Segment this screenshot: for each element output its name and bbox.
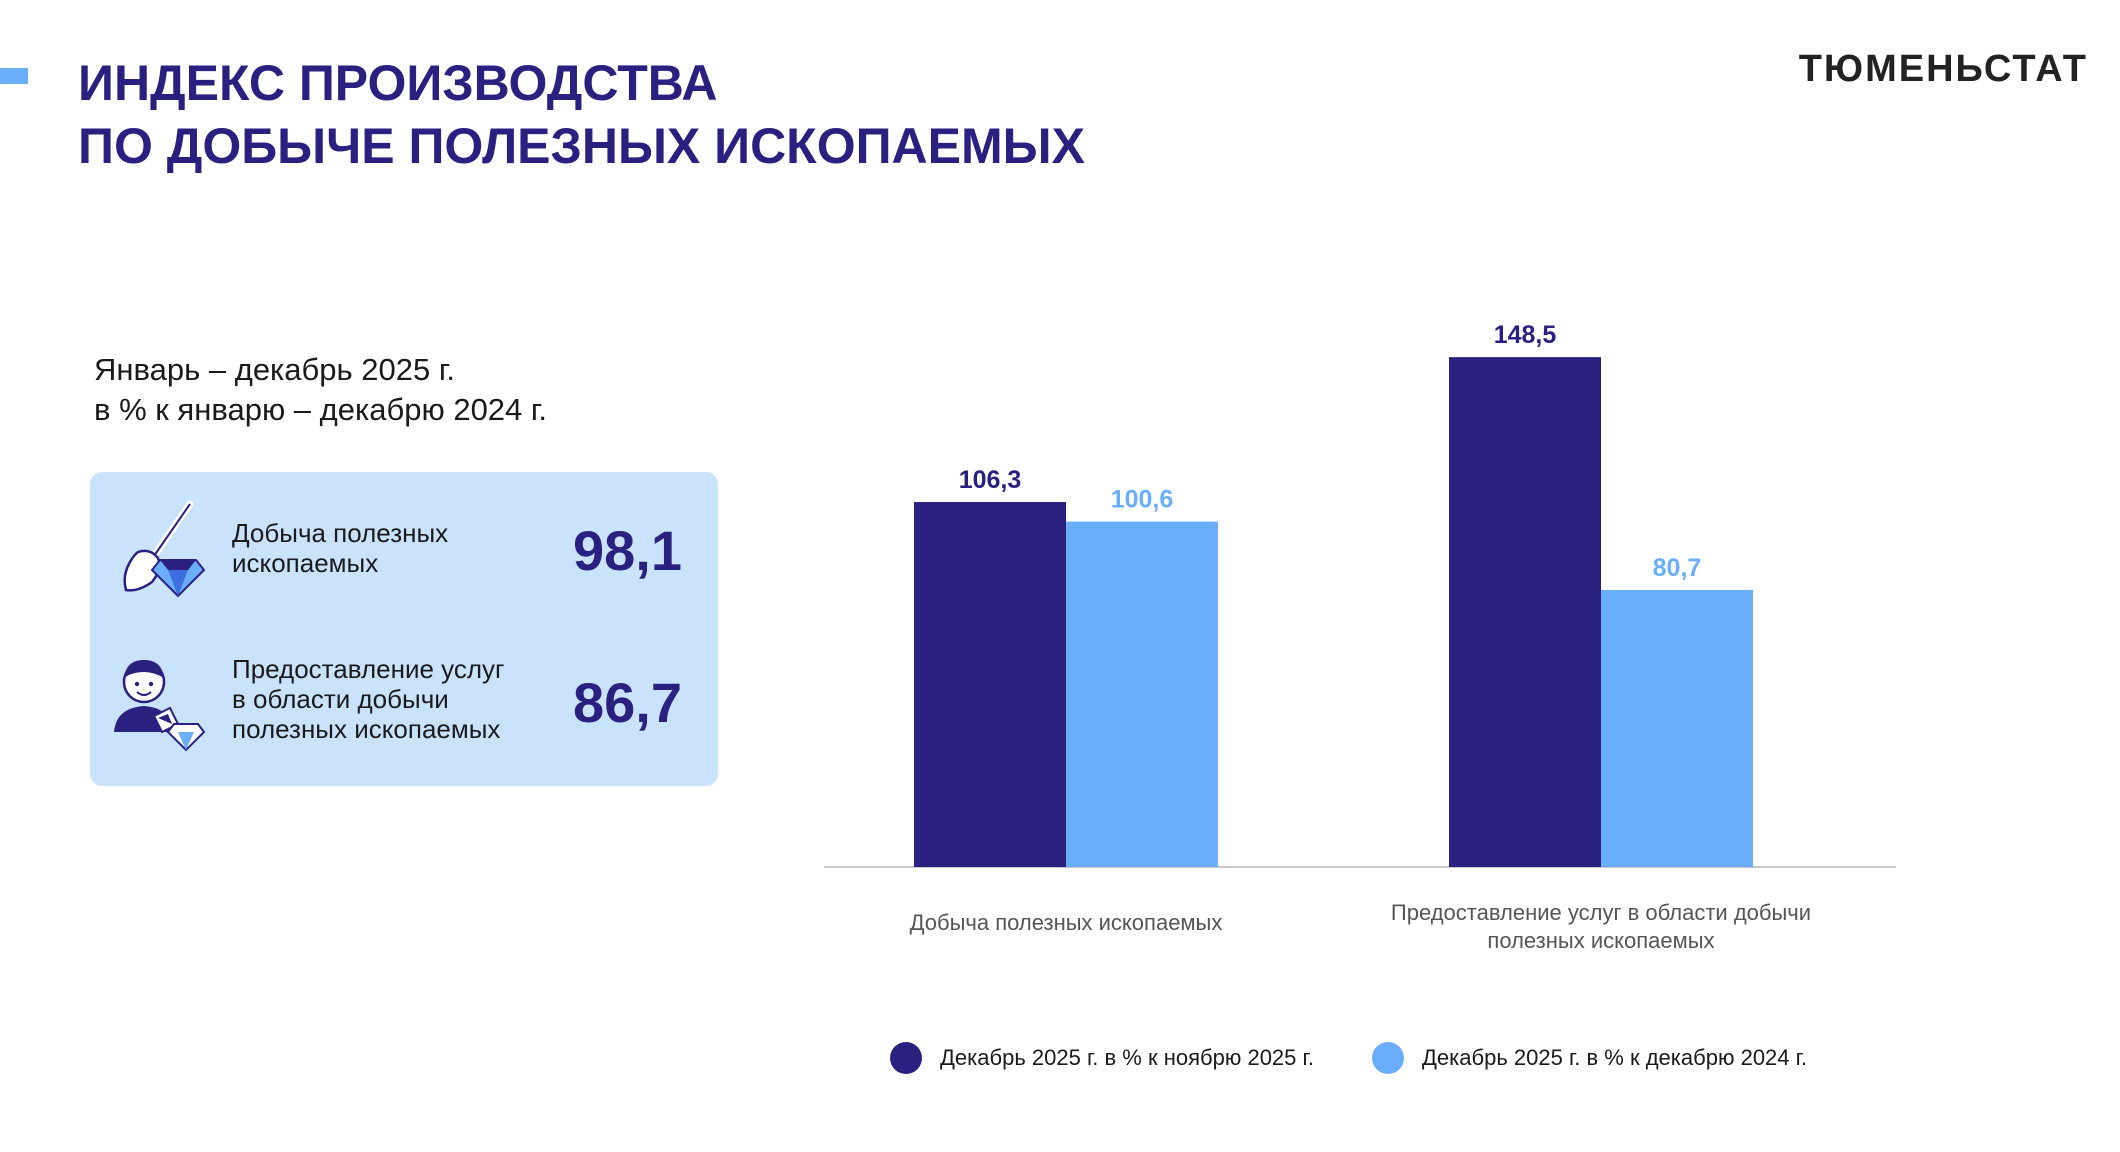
data-label-2-2: 80,7 — [1653, 554, 1702, 582]
services-label-line-2: в области добычи — [232, 684, 449, 714]
legend-label-light: Декабрь 2025 г. в % к декабрю 2024 г. — [1422, 1045, 1808, 1070]
period-line-1: Январь – декабрь 2025 г. — [94, 352, 456, 387]
brand-logo: ТЮМЕНЬСТАТ — [1798, 48, 2088, 90]
mining-label-line-1: Добыча полезных — [232, 518, 449, 548]
category-label-2-line-2: полезных ископаемых — [1487, 928, 1714, 953]
mining-label: Добыча полезных ископаемых — [232, 518, 448, 578]
miner-crystals-icon — [114, 660, 206, 752]
shovel-diamond-icon — [123, 500, 206, 598]
bar-2-1 — [1449, 357, 1601, 867]
period-caption: Январь – декабрь 2025 г. в % к январю – … — [94, 350, 547, 430]
summary-card: Добыча полезных ископаемых 98,1 Предоста… — [90, 472, 718, 786]
bar-1-2 — [1066, 521, 1218, 867]
legend-item-dark: Декабрь 2025 г. в % к ноябрю 2025 г. — [890, 1042, 1314, 1074]
title-line-1: ИНДЕКС ПРОИЗВОДСТВА — [78, 55, 718, 111]
accent-bar — [0, 68, 28, 84]
category-label-2-line-1: Предоставление услуг в области добычи — [1391, 900, 1811, 925]
legend-label-dark: Декабрь 2025 г. в % к ноябрю 2025 г. — [940, 1045, 1314, 1070]
period-line-2: в % к январю – декабрю 2024 г. — [94, 392, 548, 427]
services-label-line-3: полезных ископаемых — [232, 714, 501, 744]
bar-2-2 — [1601, 589, 1753, 867]
category-label-1-line-1: Добыча полезных ископаемых — [910, 910, 1223, 935]
data-label-1-2: 100,6 — [1111, 486, 1174, 514]
data-label-2-1: 148,5 — [1494, 321, 1557, 349]
services-label-line-1: Предоставление услуг — [232, 654, 505, 684]
summary-row-services: Предоставление услуг в области добычи по… — [90, 644, 718, 764]
data-label-1-1: 106,3 — [959, 466, 1022, 494]
mining-value: 98,1 — [573, 519, 682, 582]
services-label: Предоставление услуг в области добычи по… — [232, 654, 505, 744]
legend-swatch-dark — [890, 1042, 922, 1074]
mining-label-line-2: ископаемых — [232, 548, 379, 578]
page-title: ИНДЕКС ПРОИЗВОДСТВА ПО ДОБЫЧЕ ПОЛЕЗНЫХ И… — [78, 52, 1085, 178]
title-line-2: ПО ДОБЫЧЕ ПОЛЕЗНЫХ ИСКОПАЕМЫХ — [78, 118, 1085, 174]
services-value: 86,7 — [573, 671, 682, 734]
bar-1-1 — [914, 502, 1066, 867]
bar-chart: 106,3 100,6 Добыча полезных ископаемых 148,… — [824, 321, 1896, 953]
legend-swatch-light — [1372, 1042, 1404, 1074]
summary-row-mining: Добыча полезных ископаемых 98,1 — [90, 490, 718, 610]
legend-item-light: Декабрь 2025 г. в % к декабрю 2024 г. — [1372, 1042, 1807, 1074]
